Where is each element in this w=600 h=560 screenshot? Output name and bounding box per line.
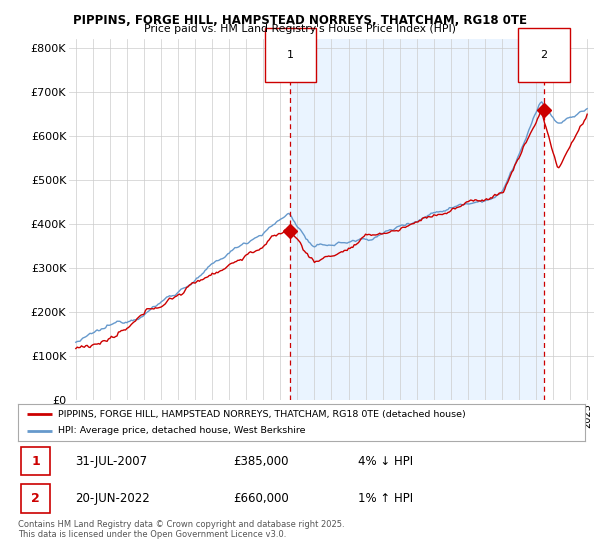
Text: £660,000: £660,000: [233, 492, 289, 506]
Text: 2: 2: [541, 50, 548, 60]
Text: £385,000: £385,000: [233, 455, 289, 468]
Text: HPI: Average price, detached house, West Berkshire: HPI: Average price, detached house, West…: [58, 426, 305, 435]
Text: 1: 1: [287, 50, 294, 60]
Text: 1% ↑ HPI: 1% ↑ HPI: [358, 492, 413, 506]
Text: Price paid vs. HM Land Registry's House Price Index (HPI): Price paid vs. HM Land Registry's House …: [144, 24, 456, 34]
Text: Contains HM Land Registry data © Crown copyright and database right 2025.
This d: Contains HM Land Registry data © Crown c…: [18, 520, 344, 539]
FancyBboxPatch shape: [21, 484, 50, 513]
Text: 31-JUL-2007: 31-JUL-2007: [75, 455, 147, 468]
Text: 4% ↓ HPI: 4% ↓ HPI: [358, 455, 413, 468]
Text: PIPPINS, FORGE HILL, HAMPSTEAD NORREYS, THATCHAM, RG18 0TE (detached house): PIPPINS, FORGE HILL, HAMPSTEAD NORREYS, …: [58, 410, 466, 419]
Text: 1: 1: [31, 455, 40, 468]
Bar: [290, 39, 544, 400]
Text: 20-JUN-2022: 20-JUN-2022: [75, 492, 149, 506]
FancyBboxPatch shape: [21, 447, 50, 475]
Text: PIPPINS, FORGE HILL, HAMPSTEAD NORREYS, THATCHAM, RG18 0TE: PIPPINS, FORGE HILL, HAMPSTEAD NORREYS, …: [73, 14, 527, 27]
Text: 2: 2: [31, 492, 40, 506]
